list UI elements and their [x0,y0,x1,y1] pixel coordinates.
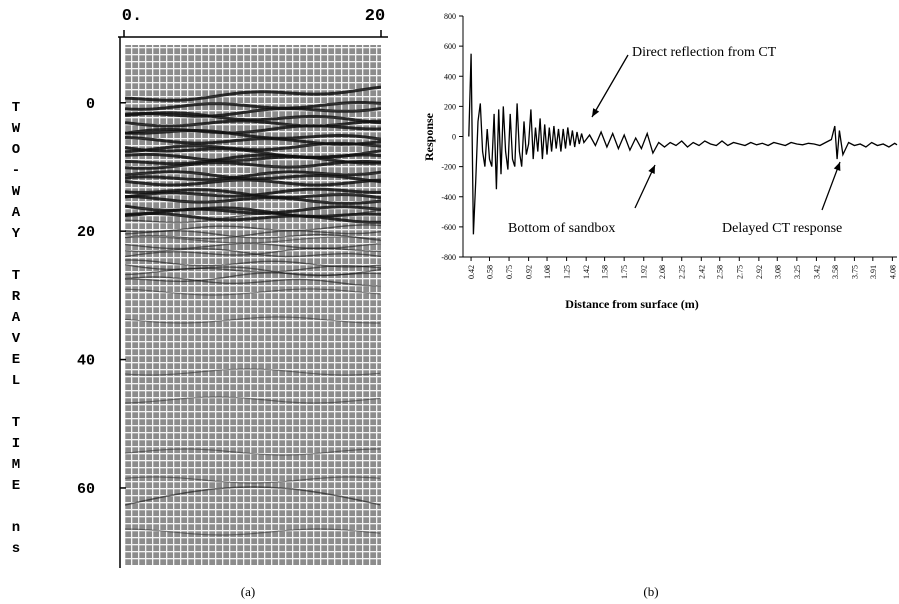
y-tick-label: 0 [86,96,95,113]
reflection-band [125,242,381,250]
reflection-band [125,368,381,376]
reflection-band [125,209,381,224]
reflection-band [125,85,381,102]
caption: (b) [643,584,658,599]
x-tick-label: 1.75 [620,265,629,279]
reflection-band [125,448,380,456]
reflection-band [125,212,381,224]
x-tick-label: 2.42 [697,265,706,279]
x-tick-label: 3.91 [869,265,878,279]
x-tick-label: 1.08 [543,265,552,279]
reflection-band [125,264,381,276]
y-tick-label: 600 [444,42,456,51]
x-tick-label: 1.58 [601,265,610,279]
reflection-band [125,268,381,283]
reflection-band [125,149,381,166]
reflection-band [125,276,381,287]
reflection-band [125,101,381,111]
reflection-band [125,288,381,296]
y-tick-label: -800 [441,253,456,262]
x-tick-label: 1.92 [640,265,649,279]
x-tick-label: 3.75 [850,265,859,279]
panel-b: -800 -600 -400 -200 0 200 400 600 800 0.42 0.58 0.7… [422,12,897,599]
annotation-arrow [591,54,629,118]
y-tick-label: 20 [77,224,95,241]
reflections [125,85,381,536]
x-tick-label: 1.25 [563,265,572,279]
x-tick-label: 2.92 [755,265,764,279]
reflection-band [125,486,381,506]
x-tick-label: 3.08 [773,265,782,279]
y-tick-label: 200 [444,102,456,111]
reflection-band [125,170,381,182]
x-tick-label: 4.08 [888,265,897,279]
annotation: Direct reflection from CT [632,45,777,60]
x-tick-label: 2.08 [658,265,667,279]
arrow-head [648,165,655,174]
x-tick-label: 20 [365,7,385,26]
reflection-band [125,152,381,165]
x-tick-label: 3.42 [812,265,821,279]
arrow-head [592,108,600,117]
x-tick-label: 2.58 [716,265,725,279]
annotation: Delayed CT response [722,221,842,236]
caption: (a) [241,584,255,599]
reflection-band [125,230,381,240]
reflection-band [125,160,381,170]
y-tick-label: 400 [444,72,456,81]
y-tick-label: 60 [77,481,95,498]
reflection-band [125,230,381,242]
reflection-band [125,111,381,125]
x-tick-label: 1.42 [582,265,591,279]
y-axis-label: Response [422,112,436,161]
x-tick-label: 0.42 [467,265,476,279]
annotation-arrow [821,161,841,211]
reflection-band [125,396,381,404]
x-axis-label: Distance from surface (m) [565,297,698,311]
x-tick-label: 0.58 [485,265,494,279]
reflection-band [125,205,381,217]
reflection-band [125,141,381,154]
x-tick-label: 3.25 [793,265,802,279]
reflection-band [125,106,381,118]
y-axis-label: TWO-WAY TRAVEL TIME ns [8,100,24,562]
arrow-head [833,162,841,171]
y-tick-label: 40 [77,353,95,370]
x-tick-label: 3.58 [831,265,840,279]
reflection-band [125,119,381,128]
x-tick-label: 2.25 [678,265,687,279]
y-tick-label: -600 [441,223,456,232]
reflection-band [125,247,381,258]
reflection-band [125,236,381,244]
x-tick-label: 0.75 [505,265,514,279]
reflection-band [125,124,381,135]
y-tick-label: 800 [444,12,456,21]
reflection-band [125,316,380,324]
reflection-band [125,195,381,205]
x-tick-label: 0. [122,7,142,26]
x-tick-label: 2.75 [735,265,744,279]
reflection-band [125,187,381,199]
y-tick-label: 0 [452,133,456,142]
reflection-band [125,129,381,141]
y-tick-label: -200 [441,163,456,172]
reflection-band [125,178,381,187]
panel-a: 0. 20 0 20 40 60 TWO-WAY TRAVEL TIME ns (a) [8,7,388,599]
x-tick-label: 0.92 [525,265,534,279]
annotation: Bottom of sandbox [508,221,615,236]
reflection-band [125,259,381,268]
reflection-band [125,528,381,536]
y-tick-label: -400 [441,193,456,202]
reflection-band [125,476,381,484]
response-line [468,53,898,235]
